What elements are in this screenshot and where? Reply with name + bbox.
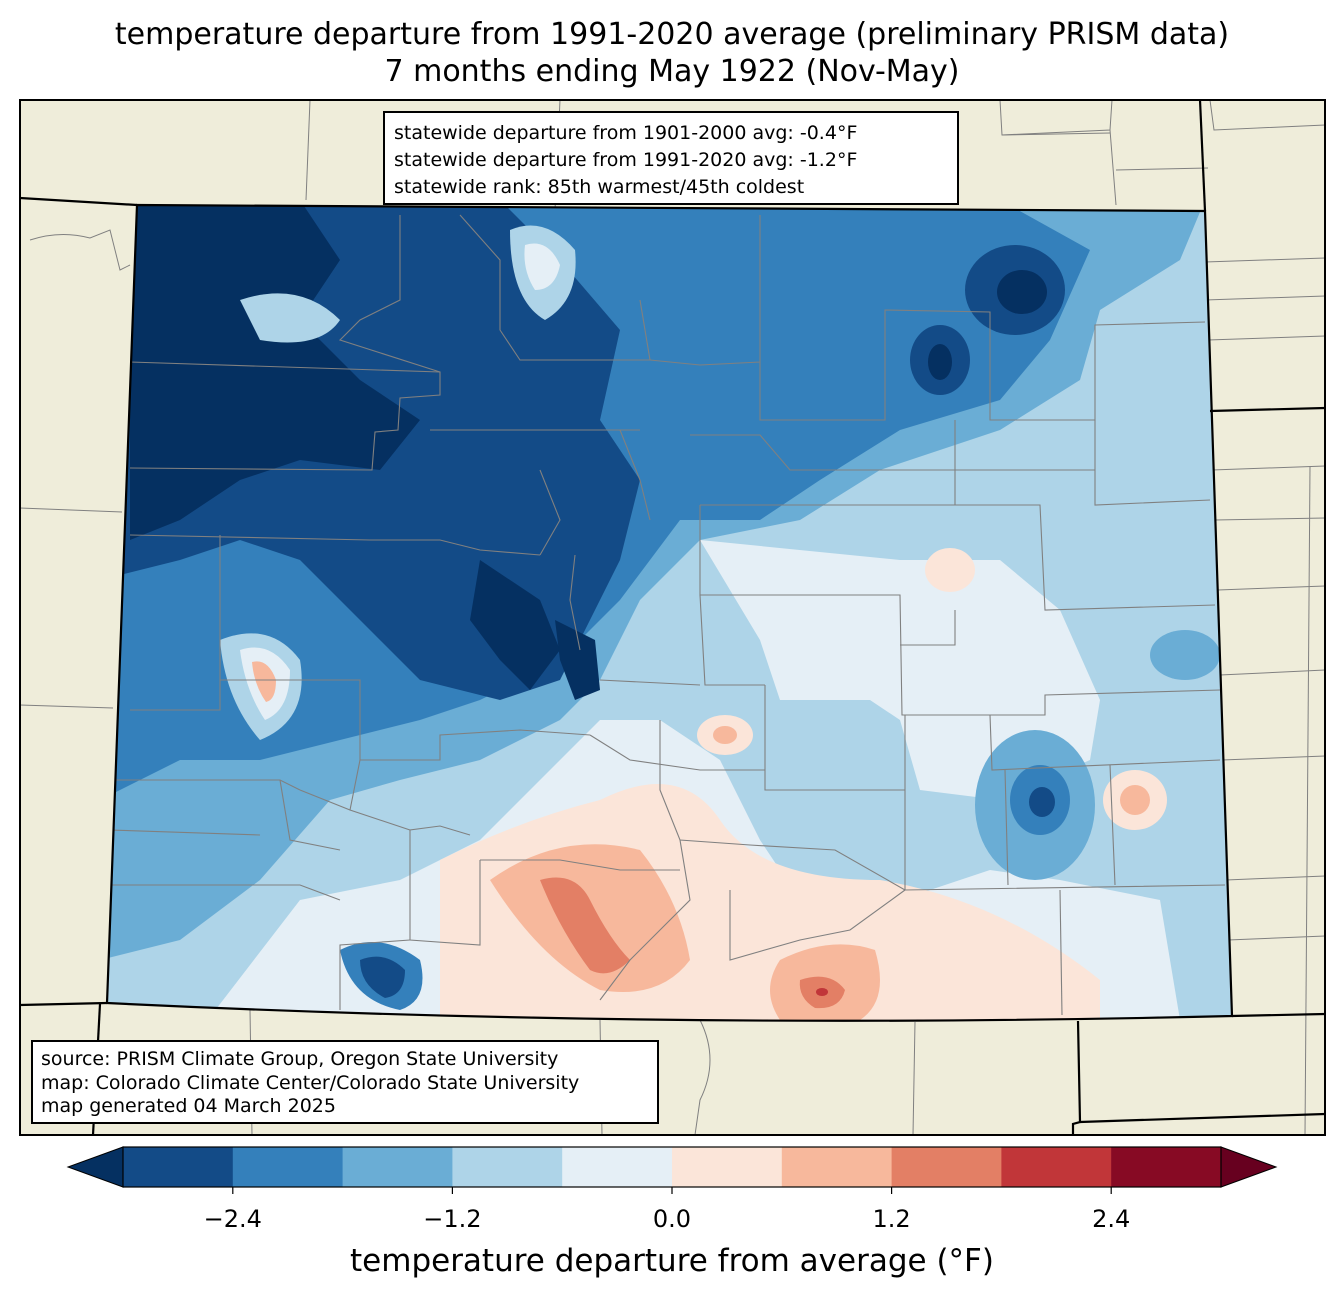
field-pocket-3 [240, 293, 340, 343]
colorbar-bin-8 [1001, 1147, 1112, 1187]
field-warm-max [816, 988, 828, 996]
field-warm-pocket-west [252, 661, 276, 702]
field-darkest-blue [130, 205, 420, 540]
colorbar-bin-1 [232, 1147, 344, 1187]
colorbar-tick-label-1: −1.2 [423, 1205, 482, 1233]
field-warm-pocket-east [925, 548, 975, 592]
colorbar-bin-5 [672, 1147, 783, 1187]
wyoming-nebraska-border [1198, 100, 1207, 212]
colorbar-tick-label-2: 0.0 [652, 1205, 692, 1233]
colorado-county-lines [109, 214, 1226, 1016]
colorado-border [105, 203, 1234, 1022]
statewide-stats-box: statewide departure from 1901-2000 avg: … [383, 111, 959, 205]
colorbar-label: temperature departure from average (°F) [350, 1243, 994, 1279]
field-se-blob-inner [1029, 787, 1055, 817]
field-near-zero-east [700, 540, 1100, 800]
colorbar-bin-3 [452, 1147, 563, 1187]
stats-line-2: statewide departure from 1991-2020 avg: … [394, 149, 858, 171]
colorbar-tick-label-4: 2.4 [1092, 1205, 1131, 1233]
kansas-oklahoma-border [1231, 1012, 1325, 1018]
colorbar-bin-9 [1111, 1147, 1222, 1187]
field-east-blob [1150, 630, 1220, 680]
map-title-line1: temperature departure from 1991-2020 ave… [114, 17, 1230, 52]
map-frame [19, 99, 1326, 1136]
colorbar-tick-label-3: 1.2 [872, 1205, 911, 1233]
source-line-1: source: PRISM Climate Group, Oregon Stat… [41, 1048, 559, 1070]
colorbar-over-arrow [1220, 1146, 1278, 1188]
field-pocket-2 [524, 243, 560, 290]
colorbar-bin-2 [342, 1147, 453, 1187]
field-sw-patch-inner [360, 956, 405, 998]
source-box: source: PRISM Climate Group, Oregon Stat… [31, 1040, 659, 1124]
utah-wyoming-border [20, 196, 138, 207]
source-line-3: map generated 04 March 2025 [41, 1095, 336, 1117]
map-title-line2: 7 months ending May 1922 (Nov-May) [384, 54, 960, 89]
field-se-warm-inner [1120, 785, 1150, 815]
colorbar-tick-label-0: −2.4 [203, 1205, 262, 1233]
field-warm-pocket-central-inner [713, 726, 737, 744]
colorbar-ticks [232, 1187, 1112, 1194]
colorbar-bins [123, 1147, 1222, 1187]
colorbar-bin-4 [562, 1147, 673, 1187]
field-ne-blob-inner [997, 270, 1047, 314]
colorbar-under-arrow [66, 1146, 124, 1188]
colorbar-bin-6 [781, 1147, 893, 1187]
oklahoma-texas-border [1071, 1020, 1082, 1135]
source-line-2: map: Colorado Climate Center/Colorado St… [41, 1071, 580, 1094]
stats-line-1: statewide departure from 1901-2000 avg: … [394, 122, 858, 144]
stats-line-3: statewide rank: 85th warmest/45th coldes… [394, 176, 805, 198]
nebraska-kansas-border [1209, 406, 1325, 413]
colorbar-bin-0 [123, 1147, 234, 1187]
colorbar-bin-7 [891, 1147, 1002, 1187]
colorado-temperature-field [107, 205, 1232, 1021]
field-darkest-blue-3 [555, 620, 600, 700]
oklahoma-texas-border-2 [1079, 1112, 1325, 1124]
utah-arizona-border [20, 1001, 108, 1007]
field-warm-south-4 [540, 877, 630, 974]
field-darkest-blue-2 [470, 560, 560, 690]
field-ne-blob-2-inner [928, 344, 952, 380]
